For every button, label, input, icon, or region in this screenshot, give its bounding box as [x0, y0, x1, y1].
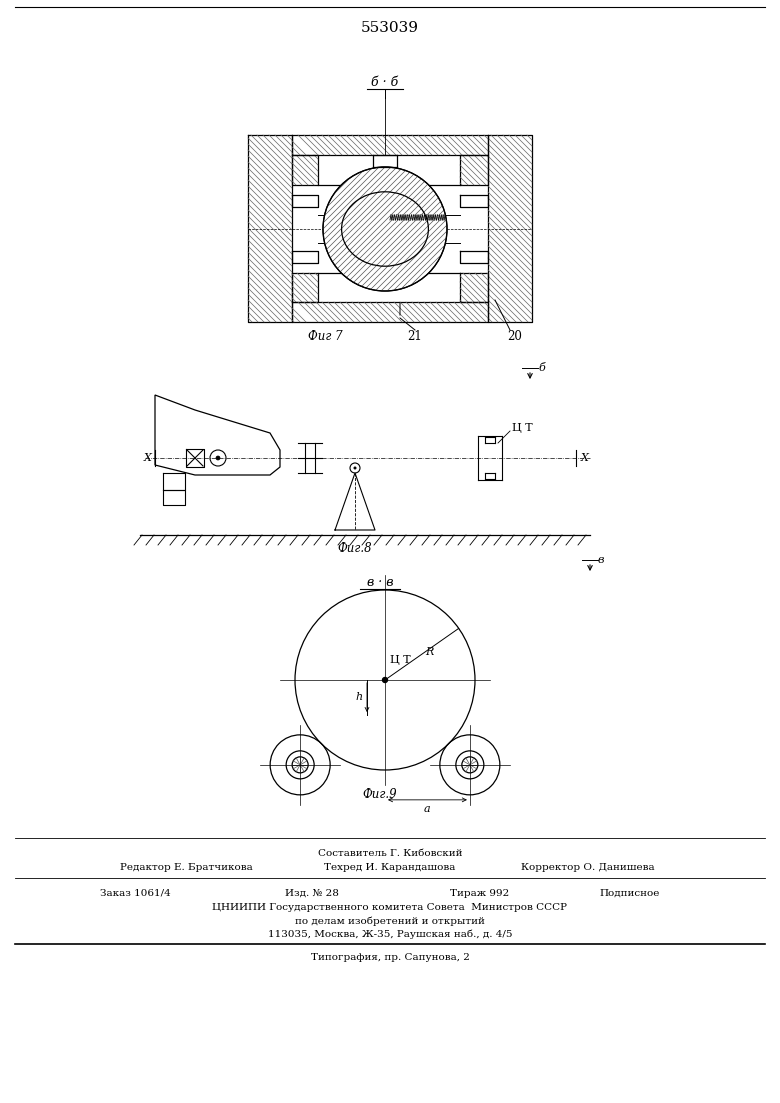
Text: Заказ 1061/4: Заказ 1061/4 — [100, 889, 171, 898]
Text: Корректор О. Данишева: Корректор О. Данишева — [521, 864, 655, 872]
Text: 553039: 553039 — [361, 21, 419, 35]
Text: б: б — [538, 363, 544, 373]
Text: R: R — [425, 647, 434, 657]
Circle shape — [382, 677, 388, 683]
Text: по делам изобретений и открытий: по делам изобретений и открытий — [295, 917, 485, 925]
Text: a: a — [424, 804, 431, 814]
Text: Ц Т: Ц Т — [512, 422, 533, 433]
Text: Техред И. Карандашова: Техред И. Карандашова — [324, 864, 456, 872]
Text: 113035, Москва, Ж-35, Раушская наб., д. 4/5: 113035, Москва, Ж-35, Раушская наб., д. … — [268, 929, 512, 939]
Circle shape — [292, 757, 308, 773]
Text: в: в — [598, 555, 604, 565]
Text: Изд. № 28: Изд. № 28 — [285, 889, 339, 898]
Text: б · б: б · б — [371, 75, 399, 88]
Text: в · в: в · в — [367, 576, 393, 589]
Text: Х: Х — [581, 453, 589, 463]
Circle shape — [462, 757, 478, 773]
Text: Ц Т: Ц Т — [390, 655, 410, 665]
Circle shape — [353, 467, 356, 470]
Text: Подписное: Подписное — [600, 889, 660, 898]
Text: Фиг 7: Фиг 7 — [307, 331, 342, 343]
Circle shape — [323, 167, 447, 291]
Text: Редактор Е. Братчикова: Редактор Е. Братчикова — [120, 864, 253, 872]
Circle shape — [216, 456, 220, 460]
Text: h: h — [356, 693, 363, 703]
Text: Типография, пр. Сапунова, 2: Типография, пр. Сапунова, 2 — [310, 953, 470, 963]
Text: ЦНИИПИ Государственного комитета Совета  Министров СССР: ЦНИИПИ Государственного комитета Совета … — [212, 903, 568, 912]
Text: Составитель Г. Кибовский: Составитель Г. Кибовский — [317, 848, 463, 857]
Text: Фиг.9: Фиг.9 — [363, 789, 397, 802]
Text: Фиг.8: Фиг.8 — [338, 542, 372, 555]
Text: 20: 20 — [508, 331, 523, 343]
Text: Тираж 992: Тираж 992 — [450, 889, 509, 898]
Text: 21: 21 — [408, 331, 423, 343]
Text: Х: Х — [144, 453, 152, 463]
